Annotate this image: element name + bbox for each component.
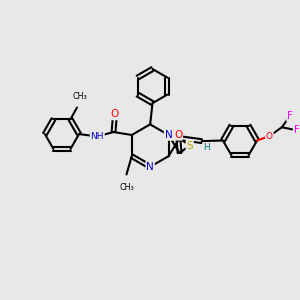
Text: F: F — [294, 125, 299, 135]
Text: N: N — [165, 130, 172, 140]
Text: O: O — [266, 132, 273, 141]
Text: F: F — [287, 111, 293, 121]
Text: CH₃: CH₃ — [73, 92, 87, 101]
Text: CH₃: CH₃ — [119, 183, 134, 192]
Text: NH: NH — [91, 132, 104, 141]
Text: H: H — [204, 143, 210, 152]
Text: S: S — [186, 141, 193, 151]
Text: N: N — [146, 162, 154, 172]
Text: O: O — [111, 110, 119, 119]
Text: O: O — [174, 130, 182, 140]
